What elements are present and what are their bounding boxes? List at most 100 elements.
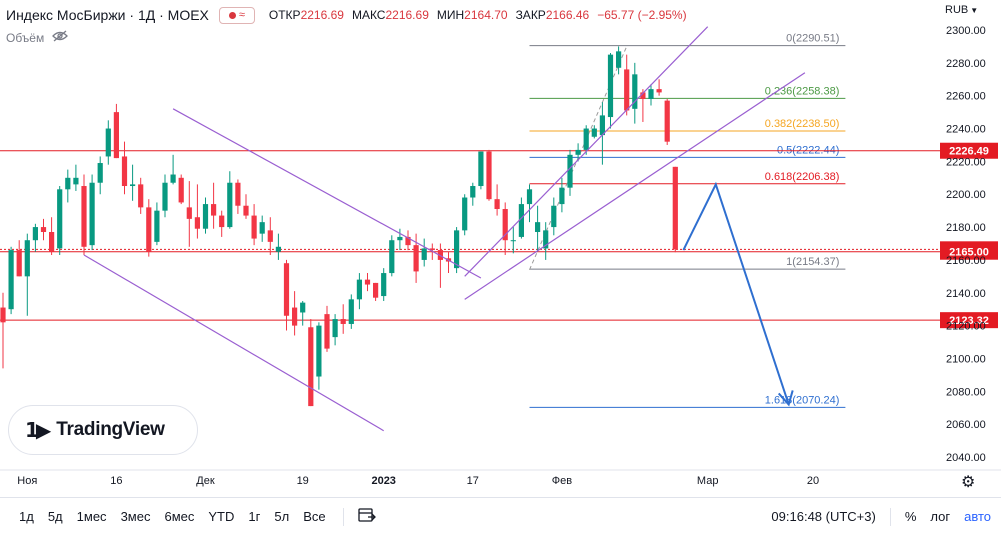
candle-body — [518, 204, 524, 237]
percent-toggle[interactable]: % — [904, 509, 917, 524]
candle-body — [616, 51, 622, 68]
candle-body — [308, 327, 314, 407]
candle-body — [146, 207, 152, 252]
ohlc-close: ЗАКР2166.46 — [516, 8, 590, 22]
candle-body — [656, 89, 662, 93]
fib-level-label: 1.618(2070.24) — [765, 394, 840, 406]
currency-selector[interactable]: RUB ▼ — [945, 4, 978, 16]
clock[interactable]: 09:16:48 (UTC+3) — [771, 509, 876, 524]
candle-body — [470, 186, 476, 198]
toolbar-divider — [342, 507, 344, 526]
price-tick-label: 2240.00 — [946, 124, 986, 136]
price-label-text: 2226.49 — [949, 146, 989, 158]
price-tick-label: 2140.00 — [946, 288, 986, 300]
price-axis[interactable]: 2040.00 2060.00 2080.00 2100.00 2120.00 2140.… — [946, 25, 986, 464]
candle-body — [486, 151, 492, 200]
price-tick-label: 2260.00 — [946, 91, 986, 103]
candle-body — [113, 112, 119, 159]
channel-line[interactable] — [83, 254, 385, 432]
time-tick-label: Мар — [697, 475, 719, 487]
candle-body — [535, 222, 541, 233]
candle-body — [373, 282, 379, 298]
candle-body — [624, 69, 630, 111]
price-tick-label: 2180.00 — [946, 222, 986, 234]
candle-body — [73, 177, 79, 185]
projection-path[interactable] — [682, 181, 790, 405]
candle-body — [81, 186, 87, 247]
open-value: 2216.69 — [300, 8, 344, 22]
price-tick-label: 2280.00 — [946, 58, 986, 70]
candle-body — [397, 236, 403, 241]
candle-body — [591, 128, 597, 137]
candle-body — [454, 230, 460, 269]
channel-line[interactable] — [464, 26, 709, 277]
price-tick-label: 2040.00 — [946, 452, 986, 464]
range-button[interactable]: Все — [303, 509, 326, 524]
trend-drawings[interactable] — [83, 26, 806, 432]
candle-body — [49, 232, 55, 252]
candle-body — [219, 215, 225, 228]
candle-body — [16, 250, 22, 277]
fib-level-label: 0.618(2206.38) — [765, 171, 840, 183]
range-button[interactable]: YTD — [208, 509, 235, 524]
candle-body — [421, 248, 427, 260]
time-tick-label: Дек — [196, 475, 215, 487]
candle-body — [575, 149, 581, 155]
range-button[interactable]: 5д — [47, 509, 63, 524]
time-tick-label: Фев — [552, 475, 572, 487]
candle-body — [292, 307, 298, 326]
chevron-down-icon: ▼ — [970, 6, 979, 15]
candle-body — [607, 54, 614, 118]
candle-body — [211, 204, 217, 216]
currency-label: RUB — [945, 4, 969, 16]
candle-body — [664, 100, 670, 142]
range-button[interactable]: 1мес — [76, 509, 107, 524]
price-tick-label: 2200.00 — [946, 189, 986, 201]
candle-body — [178, 177, 184, 203]
range-button[interactable]: 5л — [274, 509, 290, 524]
eye-hidden-icon[interactable] — [52, 30, 69, 45]
range-button[interactable]: 1г — [248, 509, 261, 524]
candle-body — [0, 307, 6, 323]
range-button[interactable]: 3мес — [120, 509, 151, 524]
tradingview-logo[interactable]: 𝟭▶ TradingView — [8, 405, 198, 455]
log-toggle[interactable]: лог — [930, 509, 951, 524]
range-button[interactable]: 1д — [19, 509, 34, 524]
time-tick-label: 20 — [807, 475, 819, 487]
candle-body — [162, 182, 168, 211]
fib-level-label: 0.236(2258.38) — [765, 85, 840, 97]
tradingview-mark-icon: 𝟭▶ — [25, 418, 51, 442]
time-axis[interactable]: Ноя 16 Дек 19 2023 17 Фев Мар 20 — [17, 475, 819, 487]
price-tick-label: 2060.00 — [946, 419, 986, 431]
channel-line[interactable] — [464, 72, 806, 300]
candle-body — [502, 209, 508, 241]
range-button[interactable]: 6мес — [164, 509, 195, 524]
market-status-badge[interactable]: ≈ — [218, 6, 255, 24]
candle-body — [526, 189, 533, 205]
candle-body — [332, 319, 338, 338]
candle-body — [227, 182, 233, 228]
high-value: 2216.69 — [385, 8, 429, 22]
ohlc-open: ОТКР2216.69 — [269, 8, 344, 22]
candle-body — [356, 279, 362, 300]
logo-text: TradingView — [56, 419, 165, 440]
candle-body — [316, 325, 322, 377]
price-label-text: 2123.32 — [949, 315, 989, 327]
calendar-goto-icon[interactable] — [357, 507, 376, 527]
symbol-title[interactable]: Индекс МосБиржи · 1Д · MOEX — [6, 7, 209, 23]
fib-level-label: 0(2290.51) — [786, 33, 839, 45]
candle-body — [105, 128, 111, 157]
auto-scale-toggle[interactable]: авто — [964, 509, 991, 524]
candle-body — [235, 182, 241, 206]
candle-body — [559, 187, 565, 205]
volume-indicator[interactable]: Объём — [6, 30, 69, 45]
ohlc-high: МАКС2216.69 — [352, 8, 429, 22]
candle-body — [259, 222, 265, 234]
candle-body — [543, 230, 549, 249]
time-tick-label: 19 — [297, 475, 309, 487]
settings-gear-icon[interactable]: ⚙ — [961, 474, 976, 491]
low-label: МИН — [436, 8, 465, 22]
channel-line[interactable] — [172, 108, 482, 279]
price-tick-label: 2100.00 — [946, 353, 986, 365]
